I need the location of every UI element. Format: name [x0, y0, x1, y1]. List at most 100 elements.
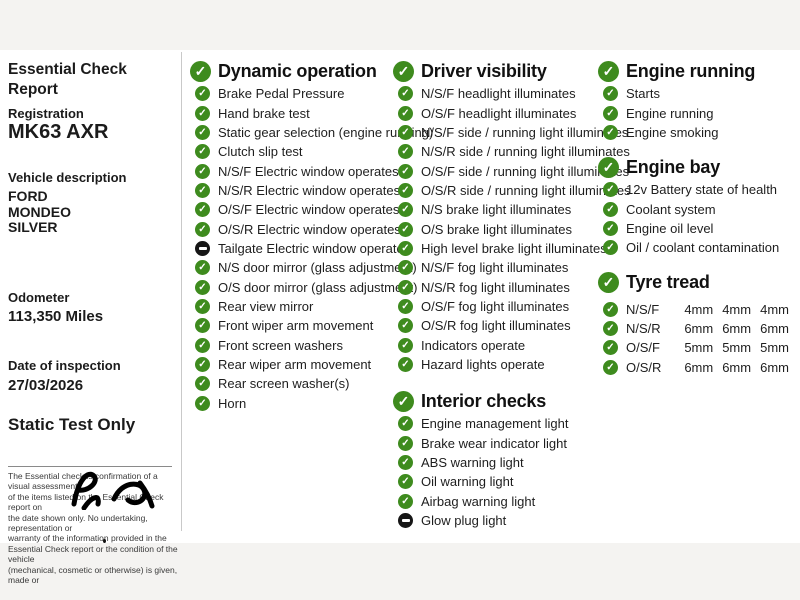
not-applicable-icon	[398, 513, 413, 529]
check-item: O/S/R side / running light illuminates	[393, 181, 631, 200]
check-item: Oil / coolant contamination	[598, 238, 798, 257]
check-pass-icon	[398, 298, 413, 314]
test-type: Static Test Only	[8, 415, 136, 434]
check-item-label: Front screen washers	[218, 337, 343, 353]
check-item-label: Engine oil level	[626, 220, 714, 236]
checklist: N/S/F headlight illuminates O/S/F headli…	[393, 84, 631, 374]
check-pass-icon	[398, 221, 413, 237]
check-item-label: N/S/R fog light illuminates	[421, 279, 570, 295]
check-item-label: N/S/F headlight illuminates	[421, 86, 576, 102]
check-item: O/S brake light illuminates	[393, 219, 598, 238]
check-item: N/S door mirror (glass adjustment)	[190, 258, 417, 277]
check-item-label: Tailgate Electric window operates	[218, 240, 411, 256]
disclaimer-line: (mechanical, cosmetic or otherwise) is g…	[8, 564, 178, 586]
check-item: Rear screen washer(s)	[190, 374, 392, 393]
check-item: Indicators operate	[393, 335, 598, 354]
tyre-depth-value: 5mm	[684, 340, 714, 356]
section-dynamic-operation: Dynamic operation Brake Pedal Pressure H…	[190, 58, 433, 413]
column-driver-visibility: Driver visibility N/S/F headlight illumi…	[393, 58, 631, 530]
check-item: N/S/R side / running light illuminates	[393, 142, 630, 161]
check-item: Engine smoking	[598, 123, 798, 142]
check-pass-icon	[195, 279, 210, 295]
tyre-row: O/S/R 6mm 6mm 6mm	[598, 357, 798, 376]
tyre-depth-value: 4mm	[722, 301, 752, 317]
check-item-label: Engine smoking	[626, 124, 719, 140]
tyre-position-label: O/S/R	[626, 359, 662, 375]
column-engine-tyres: Engine running Starts Engine running	[598, 58, 798, 377]
truncated-text-dot	[103, 539, 106, 543]
check-pass-icon	[195, 356, 210, 372]
check-item-label: Rear view mirror	[218, 298, 314, 314]
tyre-position-label: N/S/R	[626, 320, 661, 336]
section-title: Engine bay	[626, 156, 721, 177]
registration-label: Registration	[8, 106, 84, 121]
check-item-label: O/S brake light illuminates	[421, 221, 573, 237]
check-pass-icon	[603, 220, 618, 236]
check-item: Engine running	[598, 103, 798, 122]
check-item-label: Hazard lights operate	[421, 356, 545, 372]
check-item: O/S/R fog light illuminates	[393, 316, 598, 335]
check-item-label: N/S/F Electric window operates	[218, 163, 399, 179]
check-pass-icon	[398, 279, 413, 295]
section-header: Tyre tread	[598, 269, 798, 295]
check-item: N/S/F headlight illuminates	[393, 84, 598, 103]
tyre-depth-value: 6mm	[722, 320, 752, 336]
check-pass-icon	[195, 124, 210, 140]
checklist: Starts Engine running Engine smoking	[598, 84, 798, 142]
check-pass-icon	[195, 221, 210, 237]
check-item-label: O/S/F Electric window operates	[218, 202, 400, 218]
section-header: Engine bay	[598, 154, 798, 180]
check-item: Hazard lights operate	[393, 355, 598, 374]
check-item: Brake wear indicator light	[393, 434, 598, 453]
tyre-position-label: O/S/F	[626, 340, 660, 356]
check-item-label: Rear screen washer(s)	[218, 376, 350, 392]
check-item: N/S/F fog light illuminates	[393, 258, 598, 277]
check-item-label: Rear wiper arm movement	[218, 356, 372, 372]
check-pass-icon	[398, 455, 413, 471]
check-item: O/S/F Electric window operates	[190, 200, 399, 219]
check-item: N/S/R Electric window operates	[190, 181, 400, 200]
check-pass-icon	[603, 86, 618, 102]
check-pass-icon	[398, 260, 413, 276]
check-pass-icon	[603, 182, 618, 198]
check-item: Front wiper arm movement	[190, 316, 392, 335]
section-title: Driver visibility	[421, 60, 547, 81]
check-item-label: Front wiper arm movement	[218, 318, 374, 334]
check-pass-icon	[398, 435, 413, 451]
disclaimer: The Essential check is confirmation of a…	[8, 471, 178, 585]
inspection-date-value: 27/03/2026	[8, 377, 84, 394]
check-pass-icon	[398, 318, 413, 334]
check-pass-icon	[195, 163, 210, 179]
check-pass-icon	[195, 395, 210, 411]
check-item: Airbag warning light	[393, 492, 598, 511]
check-item-label: High level brake light illuminates	[421, 240, 607, 256]
check-pass-icon	[398, 356, 413, 372]
check-item-label: O/S/R side / running light illuminates	[421, 182, 631, 198]
tyre-position-label: N/S/F	[626, 301, 660, 317]
check-item: 12v Battery state of health	[598, 180, 798, 199]
check-pass-icon	[398, 416, 413, 432]
check-item-label: Engine management light	[421, 416, 569, 432]
check-pass-icon	[190, 60, 211, 82]
tyre-row: N/S/F 4mm 4mm 4mm	[598, 299, 798, 318]
check-item-label: Brake Pedal Pressure	[218, 86, 345, 102]
odometer-value: 113,350 Miles	[8, 308, 104, 325]
not-applicable-icon	[195, 240, 210, 256]
check-item-label: Engine running	[626, 105, 714, 121]
check-item: High level brake light illuminates	[393, 239, 607, 258]
tyre-depth-value: 6mm	[684, 320, 714, 336]
section-title: Dynamic operation	[218, 60, 377, 81]
check-item-label: O/S/R Electric window operates	[218, 221, 401, 237]
tyre-depth-value: 4mm	[760, 301, 789, 317]
check-item: O/S/R Electric window operates	[190, 219, 401, 238]
check-item-label: Oil / coolant contamination	[626, 240, 780, 256]
column-dynamic-operation: Dynamic operation Brake Pedal Pressure H…	[190, 58, 433, 413]
disclaimer-line: The Essential check is confirmation of a…	[8, 471, 158, 492]
check-item-label: Coolant system	[626, 201, 716, 217]
check-item: O/S/F side / running light illuminates	[393, 161, 629, 180]
check-item-label: N/S brake light illuminates	[421, 202, 572, 218]
vehicle-description-label: Vehicle description	[8, 170, 127, 185]
odometer-label: Odometer	[8, 290, 70, 305]
check-pass-icon	[598, 60, 619, 82]
check-pass-icon	[398, 124, 413, 140]
